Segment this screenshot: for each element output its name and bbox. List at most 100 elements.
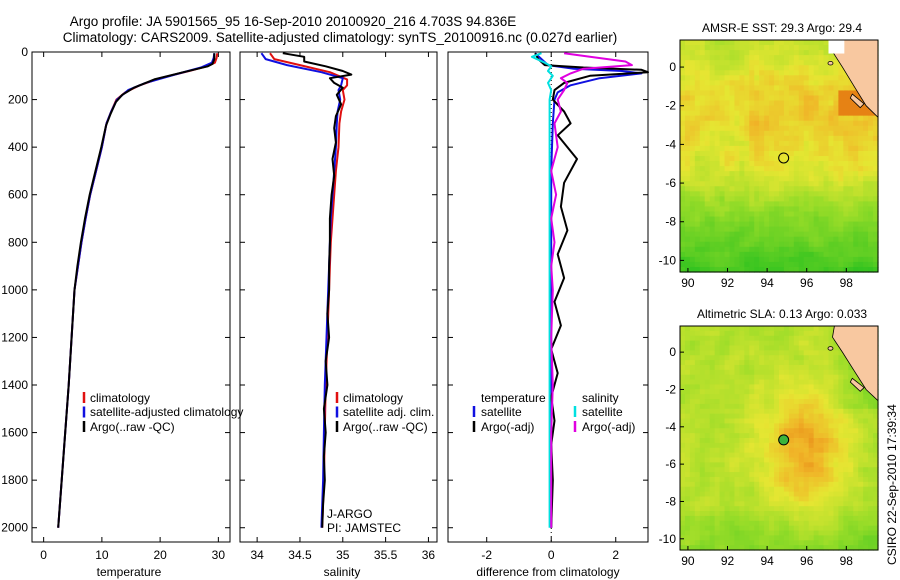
heatmap-cell — [764, 60, 770, 66]
heatmap-cell — [734, 211, 740, 218]
heatmap-cell — [774, 251, 780, 258]
heatmap-cell — [868, 266, 874, 273]
heatmap-cell — [783, 408, 790, 415]
heatmap-cell — [734, 246, 740, 253]
heatmap-cell — [863, 403, 869, 410]
heatmap-cell — [843, 211, 849, 218]
heatmap-cell — [719, 491, 726, 498]
heatmap-cell — [734, 226, 740, 233]
heatmap-cell — [863, 261, 869, 268]
heatmap-cell — [779, 261, 785, 268]
heatmap-cell — [788, 130, 795, 137]
heatmap-cell — [833, 399, 839, 405]
heatmap-cell — [793, 156, 800, 162]
heatmap-cell — [680, 472, 686, 478]
heatmap-cell — [754, 491, 760, 498]
heatmap-cell — [754, 525, 760, 532]
heatmap-cell — [749, 256, 755, 263]
heatmap-cell — [694, 241, 701, 248]
heatmap-cell — [734, 511, 740, 517]
heatmap-cell — [764, 145, 770, 152]
heatmap-cell — [798, 150, 805, 157]
heatmap-cell — [853, 221, 859, 228]
heatmap-cell — [764, 364, 770, 371]
heatmap-cell — [709, 330, 716, 337]
heatmap-cell — [739, 246, 745, 253]
heatmap-cell — [714, 231, 721, 238]
heatmap-cell — [714, 467, 721, 473]
heatmap-cell — [734, 261, 740, 268]
heatmap-cell — [709, 110, 716, 117]
heatmap-cell — [714, 447, 721, 454]
heatmap-cell — [808, 166, 815, 172]
heatmap-cell — [739, 374, 745, 381]
heatmap-cell — [704, 515, 711, 522]
heatmap-cell — [744, 515, 750, 522]
heatmap-cell — [793, 50, 800, 56]
heatmap-cell — [788, 525, 795, 532]
heatmap-cell — [858, 486, 864, 493]
heatmap-cell — [680, 140, 686, 147]
heatmap-cell — [828, 176, 835, 182]
heatmap-cell — [868, 211, 874, 218]
heatmap-cell — [719, 481, 726, 488]
heatmap-cell — [734, 130, 740, 137]
heatmap-cell — [714, 100, 721, 107]
heatmap-cell — [808, 389, 815, 395]
heatmap-cell — [858, 150, 864, 157]
y-tick-label: 800 — [8, 235, 28, 249]
heatmap-cell — [764, 115, 770, 122]
heatmap-cell — [843, 176, 849, 182]
heatmap-cell — [694, 266, 701, 273]
heatmap-cell — [858, 191, 864, 197]
heatmap-cell — [729, 389, 736, 395]
heatmap-cell — [744, 491, 750, 498]
heatmap-cell — [680, 50, 686, 56]
heatmap-cell — [774, 330, 780, 337]
heatmap-cell — [764, 369, 770, 376]
heatmap-cell — [754, 201, 760, 208]
heatmap-cell — [744, 418, 750, 424]
heatmap-cell — [729, 246, 736, 253]
heatmap-cell — [868, 472, 874, 478]
heatmap-cell — [783, 115, 790, 122]
heatmap-cell — [684, 100, 691, 107]
heatmap-cell — [739, 481, 745, 488]
heatmap-cell — [808, 85, 815, 92]
heatmap-cell — [818, 340, 825, 347]
heatmap-cell — [803, 130, 810, 137]
heatmap-cell — [729, 226, 736, 233]
heatmap-cell — [808, 501, 815, 507]
heatmap-cell — [788, 50, 795, 56]
heatmap-cell — [774, 525, 780, 532]
heatmap-cell — [759, 389, 765, 395]
heatmap-cell — [793, 125, 800, 132]
heatmap-cell — [853, 261, 859, 268]
heatmap-cell — [833, 369, 839, 376]
heatmap-cell — [729, 201, 736, 208]
heatmap-cell — [823, 171, 830, 177]
heatmap-cell — [709, 216, 716, 223]
heatmap-cell — [783, 85, 790, 92]
heatmap-cell — [749, 525, 755, 532]
heatmap-cell — [734, 241, 740, 248]
heatmap-cell — [808, 150, 815, 157]
heatmap-cell — [779, 181, 785, 187]
heatmap-cell — [769, 145, 775, 152]
heatmap-cell — [873, 241, 879, 248]
heatmap-cell — [739, 418, 745, 424]
heatmap-cell — [739, 120, 745, 127]
heatmap-cell — [704, 80, 711, 86]
heatmap-cell — [699, 100, 706, 107]
heatmap-cell — [873, 399, 879, 405]
heatmap-cell — [783, 105, 790, 112]
heatmap-cell — [734, 413, 740, 420]
heatmap-cell — [684, 345, 691, 351]
heatmap-cell — [764, 413, 770, 420]
heatmap-cell — [798, 246, 805, 253]
heatmap-cell — [684, 196, 691, 202]
heatmap-cell — [813, 418, 820, 424]
heatmap-cell — [739, 75, 745, 81]
heatmap-cell — [833, 506, 839, 512]
heatmap-cell — [684, 350, 691, 356]
